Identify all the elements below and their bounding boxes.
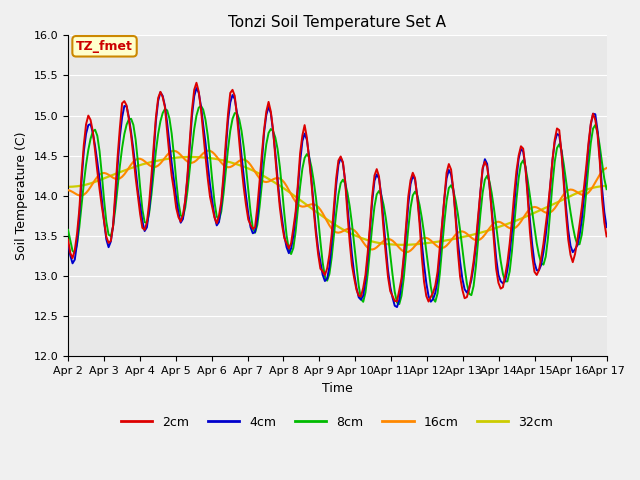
2cm (100, 218, 108, 224)
8cm (425, 267, 433, 273)
8cm (64, 227, 72, 233)
Line: 32cm: 32cm (68, 157, 607, 245)
32cm (400, 242, 408, 248)
32cm (425, 240, 433, 246)
32cm (569, 192, 577, 198)
8cm (396, 301, 403, 307)
2cm (150, 144, 157, 149)
4cm (249, 230, 257, 236)
8cm (100, 197, 108, 203)
32cm (186, 154, 193, 160)
16cm (425, 236, 433, 242)
16cm (402, 249, 410, 255)
Text: TZ_fmet: TZ_fmet (76, 40, 133, 53)
2cm (249, 226, 257, 232)
8cm (603, 186, 611, 192)
Y-axis label: Soil Temperature (C): Soil Temperature (C) (15, 132, 28, 260)
Line: 4cm: 4cm (68, 88, 607, 307)
32cm (150, 159, 157, 165)
16cm (569, 187, 577, 193)
32cm (100, 176, 108, 181)
4cm (64, 240, 72, 246)
16cm (249, 165, 257, 171)
2cm (425, 299, 433, 304)
X-axis label: Time: Time (322, 382, 353, 395)
4cm (193, 85, 200, 91)
2cm (603, 234, 611, 240)
Line: 8cm: 8cm (68, 106, 607, 304)
2cm (569, 259, 577, 265)
8cm (569, 223, 577, 228)
16cm (204, 148, 212, 154)
2cm (87, 117, 95, 123)
16cm (150, 164, 157, 170)
4cm (150, 151, 157, 157)
32cm (87, 180, 95, 186)
8cm (87, 136, 95, 142)
8cm (249, 225, 257, 231)
4cm (425, 293, 433, 299)
16cm (87, 184, 95, 190)
4cm (569, 249, 577, 255)
8cm (197, 103, 205, 108)
Line: 2cm: 2cm (68, 83, 607, 301)
Title: Tonzi Soil Temperature Set A: Tonzi Soil Temperature Set A (228, 15, 446, 30)
4cm (393, 304, 401, 310)
Line: 16cm: 16cm (68, 151, 607, 252)
4cm (603, 224, 611, 230)
4cm (100, 218, 108, 224)
8cm (150, 170, 157, 176)
2cm (193, 80, 200, 85)
32cm (64, 184, 72, 190)
16cm (100, 170, 108, 176)
16cm (64, 187, 72, 193)
2cm (64, 237, 72, 242)
32cm (603, 183, 611, 189)
16cm (603, 165, 611, 171)
2cm (422, 293, 430, 299)
Legend: 2cm, 4cm, 8cm, 16cm, 32cm: 2cm, 4cm, 8cm, 16cm, 32cm (116, 411, 558, 434)
4cm (87, 121, 95, 127)
32cm (249, 168, 257, 173)
